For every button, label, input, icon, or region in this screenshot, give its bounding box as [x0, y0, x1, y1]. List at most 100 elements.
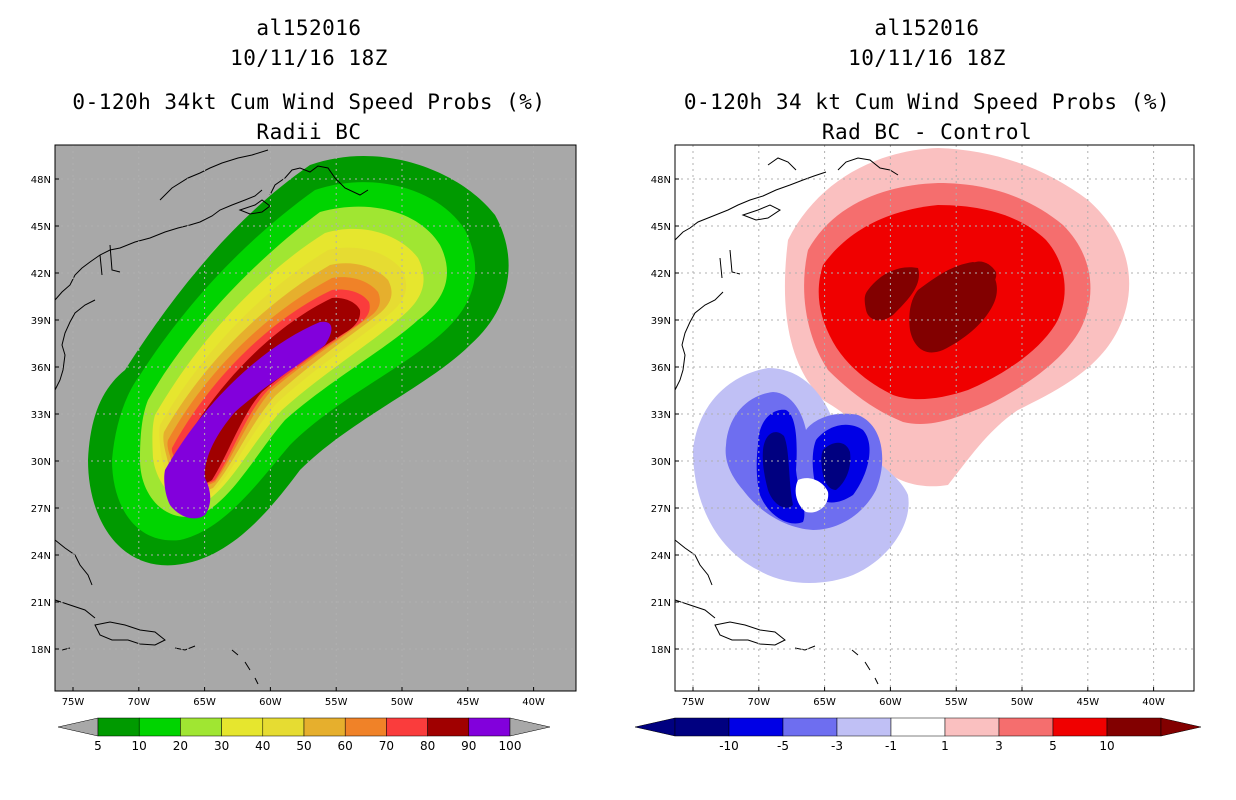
diff-contour-neg-10b: [821, 442, 851, 490]
colorbar-label: 20: [173, 739, 188, 753]
lon-tick-label: 70W: [747, 697, 770, 708]
colorbar-swatch: [728, 717, 784, 737]
axis-ticks: 75W 70W 65W 60W 55W 50W 45W 40W 48N 45N 42N 39N 36N 3…: [31, 175, 545, 708]
subtitle: Rad BC - Control: [821, 120, 1033, 144]
lon-tick-label: 70W: [127, 697, 150, 708]
lat-tick-label: 21N: [31, 598, 51, 609]
colorbar-arrow-left: [57, 717, 99, 737]
right-colorbar: -10 -5 -3 -1 1 3 5 10: [634, 717, 1202, 753]
colorbar-label: -10: [719, 739, 739, 753]
lon-tick-label: 65W: [193, 697, 216, 708]
right-map: 75W 70W 65W 60W 55W 50W 45W 40W 48N 45N 42N 39N 36N 3…: [634, 144, 1202, 753]
lat-tick-label: 45N: [31, 222, 51, 233]
difference-field: [693, 148, 1130, 584]
colorbar-label: 10: [1099, 739, 1114, 753]
colorbar-swatch: [1106, 717, 1162, 737]
coastlines: [675, 157, 899, 685]
colorbar-label: 10: [132, 739, 147, 753]
datetime-title: 10/11/16 18Z: [848, 46, 1006, 70]
lon-tick-label: 50W: [1011, 697, 1034, 708]
colorbar-label: 100: [499, 739, 522, 753]
lon-tick-label: 45W: [456, 697, 479, 708]
lat-tick-label: 45N: [651, 222, 671, 233]
colorbar-swatch: [782, 717, 838, 737]
lon-tick-label: 55W: [325, 697, 348, 708]
colorbar-arrow-left: [634, 717, 676, 737]
colorbar-label: 30: [214, 739, 229, 753]
colorbar-swatch: [262, 717, 305, 737]
left-map: 75W 70W 65W 60W 55W 50W 45W 40W 48N 45N 42N 39N 36N 3…: [31, 144, 577, 753]
lat-tick-label: 30N: [651, 457, 671, 468]
colorbar-swatch: [998, 717, 1054, 737]
product-title: 0-120h 34 kt Cum Wind Speed Probs (%): [683, 90, 1171, 114]
colorbar-label: 90: [461, 739, 476, 753]
colorbar-swatch: [1052, 717, 1108, 737]
lon-tick-label: 65W: [813, 697, 836, 708]
left-colorbar: 5 10 20 30 40 50 60 70 80 90 100: [57, 717, 551, 753]
colorbar-swatch: [180, 717, 222, 737]
diff-center-zero: [795, 478, 829, 513]
lat-tick-label: 48N: [651, 175, 671, 186]
colorbar-swatch: [344, 717, 387, 737]
lon-tick-label: 40W: [522, 697, 545, 708]
left-panel: al152016 10/11/16 18Z 0-120h 34kt Cum Wi…: [31, 16, 577, 753]
colorbar-label: -1: [885, 739, 897, 753]
colorbar-swatch: [303, 717, 346, 737]
lon-tick-label: 75W: [62, 697, 85, 708]
lat-tick-label: 42N: [651, 269, 671, 280]
prob-contour-90: [164, 321, 332, 519]
colorbar-label: 60: [338, 739, 353, 753]
lat-tick-label: 27N: [651, 504, 671, 515]
diff-contour-pos-10c: [969, 261, 997, 289]
product-title: 0-120h 34kt Cum Wind Speed Probs (%): [72, 90, 546, 114]
lon-tick-label: 60W: [879, 697, 902, 708]
colorbar-label: 40: [255, 739, 270, 753]
colorbar-swatch: [468, 717, 511, 737]
storm-id-title: al152016: [256, 16, 362, 40]
lat-tick-label: 33N: [651, 410, 671, 421]
colorbar-swatch: [890, 717, 946, 737]
probability-field: [88, 155, 509, 566]
colorbar-swatch: [427, 717, 470, 737]
colorbar-label: 50: [296, 739, 311, 753]
diff-contour-neg-10a: [762, 432, 793, 508]
map-frame: [54, 144, 577, 692]
colorbar-label: 1: [941, 739, 949, 753]
lon-tick-label: 55W: [945, 697, 968, 708]
lon-tick-label: 50W: [391, 697, 414, 708]
lat-tick-label: 42N: [31, 269, 51, 280]
colorbar-label: -5: [777, 739, 789, 753]
lat-tick-label: 39N: [31, 316, 51, 327]
lat-tick-label: 21N: [651, 598, 671, 609]
colorbar-label: 70: [379, 739, 394, 753]
lat-tick-label: 18N: [31, 645, 51, 656]
right-panel: al152016 10/11/16 18Z 0-120h 34 kt Cum W…: [618, 0, 1236, 800]
colorbar-swatch: [386, 717, 428, 737]
colorbar-label: -3: [831, 739, 843, 753]
lat-tick-label: 24N: [651, 551, 671, 562]
lon-tick-label: 40W: [1142, 697, 1165, 708]
colorbar-label: 5: [94, 739, 102, 753]
lat-tick-label: 30N: [31, 457, 51, 468]
datetime-title: 10/11/16 18Z: [230, 46, 388, 70]
colorbar-swatch: [836, 717, 892, 737]
lat-tick-label: 36N: [31, 363, 51, 374]
map-frame: [674, 144, 1195, 692]
colorbar-label: 3: [995, 739, 1003, 753]
lat-tick-label: 48N: [31, 175, 51, 186]
lat-lon-grid: [675, 145, 1194, 691]
axis-ticks: 75W 70W 65W 60W 55W 50W 45W 40W 48N 45N 42N 39N 36N 3…: [651, 175, 1165, 708]
lat-tick-label: 27N: [31, 504, 51, 515]
subtitle: Radii BC: [256, 120, 362, 144]
colorbar-label: 80: [420, 739, 435, 753]
lat-tick-label: 18N: [651, 645, 671, 656]
colorbar-swatch: [944, 717, 1000, 737]
storm-id-title: al152016: [874, 16, 980, 40]
lon-tick-label: 60W: [259, 697, 282, 708]
colorbar-arrow-right: [1160, 717, 1202, 737]
lat-tick-label: 33N: [31, 410, 51, 421]
lat-tick-label: 24N: [31, 551, 51, 562]
colorbar-label: 5: [1049, 739, 1057, 753]
colorbar-swatch: [97, 717, 140, 737]
colorbar-swatch: [674, 717, 730, 737]
